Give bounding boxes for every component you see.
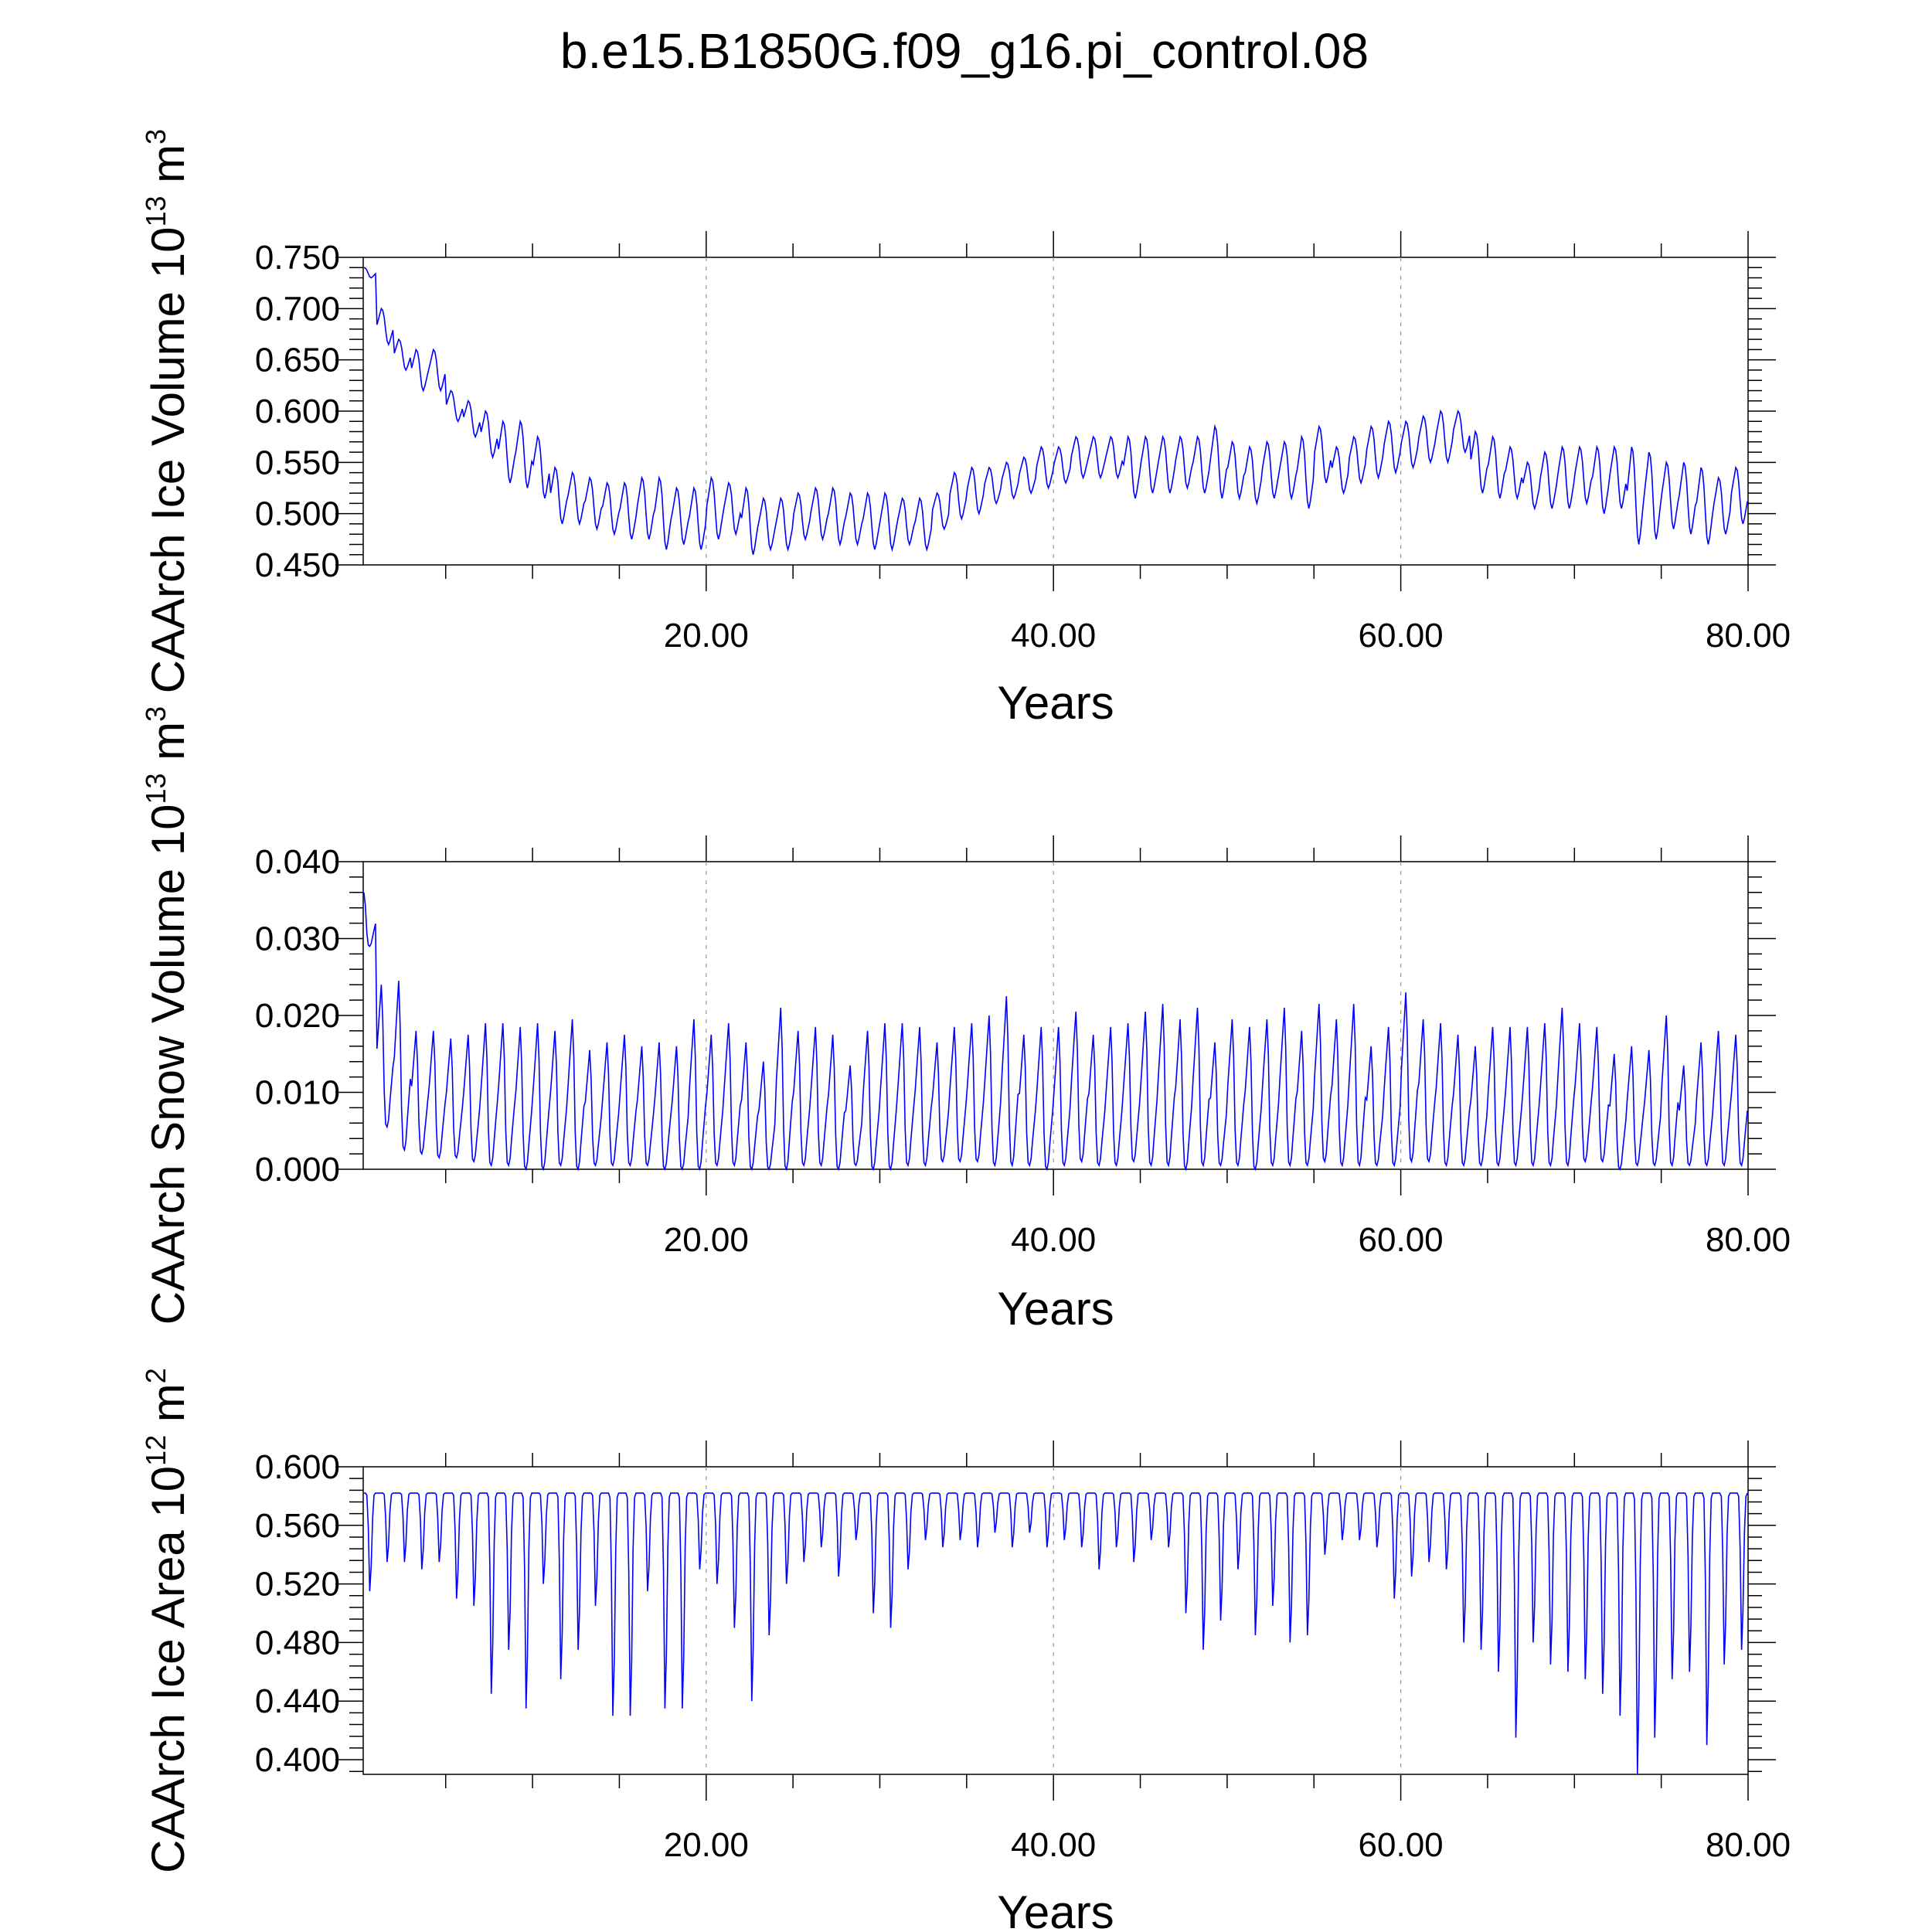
x-tick-label: 80.00 [1706, 1221, 1791, 1259]
y-tick-label: 0.030 [255, 920, 340, 958]
y-tick-label: 0.700 [255, 290, 340, 328]
x-tick-label: 20.00 [664, 617, 749, 655]
x-tick-label: 80.00 [1706, 617, 1791, 655]
plot-frame [362, 861, 1749, 1170]
y-tick-label: 0.600 [255, 393, 340, 430]
x-axis-label: Years [997, 1283, 1114, 1335]
x-tick-label: 40.00 [1011, 1826, 1096, 1864]
y-tick-labels: 0.040 0.030 0.020 0.010 0.000 [255, 843, 340, 1189]
y-tick-label: 0.440 [255, 1682, 340, 1720]
y-tick-label: 0.020 [255, 997, 340, 1035]
y-tick-labels: 0.750 0.700 0.650 0.600 0.550 0.500 0.450 [255, 239, 340, 584]
snow-volume-series-line [363, 892, 1748, 1172]
x-tick-label: 60.00 [1359, 1826, 1444, 1864]
y-tick-label: 0.500 [255, 495, 340, 533]
x-gridlines [706, 1467, 1402, 1774]
plot-frame [362, 257, 1749, 566]
y-axis-label: CAArch Ice Volume 1013 m3 [140, 129, 194, 693]
y-tick-label: 0.520 [255, 1566, 340, 1604]
x-tick-labels: 20.00 40.00 60.00 80.00 [664, 617, 1791, 655]
axis-ticks [335, 231, 1776, 591]
axis-ticks [335, 835, 1776, 1196]
y-tick-label: 0.750 [255, 239, 340, 277]
y-tick-label: 0.450 [255, 546, 340, 584]
x-axis-label: Years [997, 677, 1114, 729]
ice-volume-series-line [363, 267, 1748, 555]
x-tick-label: 20.00 [664, 1826, 749, 1864]
x-tick-labels: 20.00 40.00 60.00 80.00 [664, 1826, 1791, 1864]
x-axis-label: Years [997, 1886, 1114, 1932]
panel-ice-volume: 0.750 0.700 0.650 0.600 0.550 0.500 0.450 20.0… [140, 129, 1791, 729]
y-tick-label: 0.480 [255, 1624, 340, 1662]
ice-area-series-line [363, 1492, 1748, 1775]
y-tick-label: 0.550 [255, 444, 340, 481]
panel-snow-volume: 0.040 0.030 0.020 0.010 0.000 20.00 40.00 60.0… [140, 706, 1791, 1335]
y-tick-label: 0.000 [255, 1151, 340, 1189]
x-tick-label: 60.00 [1359, 617, 1444, 655]
y-tick-label: 0.010 [255, 1074, 340, 1112]
y-axis-label: CAArch Snow Volume 1013 m3 [140, 706, 194, 1325]
x-tick-label: 40.00 [1011, 1221, 1096, 1259]
y-tick-label: 0.560 [255, 1507, 340, 1545]
plot-frame [362, 1466, 1749, 1775]
x-tick-label: 40.00 [1011, 617, 1096, 655]
x-gridlines [706, 862, 1402, 1169]
y-tick-label: 0.650 [255, 342, 340, 379]
x-tick-labels: 20.00 40.00 60.00 80.00 [664, 1221, 1791, 1259]
y-tick-label: 0.400 [255, 1741, 340, 1779]
x-tick-label: 20.00 [664, 1221, 749, 1259]
y-axis-label: CAArch Ice Area 1012 m2 [140, 1368, 194, 1873]
y-tick-labels: 0.600 0.560 0.520 0.480 0.440 0.400 [255, 1448, 340, 1779]
figure-title: b.e15.B1850G.f09_g16.pi_control.08 [560, 23, 1369, 79]
x-tick-label: 60.00 [1359, 1221, 1444, 1259]
panel-ice-area: 0.600 0.560 0.520 0.480 0.440 0.400 20.00 40.0… [140, 1368, 1791, 1932]
x-tick-label: 80.00 [1706, 1826, 1791, 1864]
axis-ticks [335, 1440, 1776, 1801]
y-tick-label: 0.600 [255, 1448, 340, 1486]
y-tick-label: 0.040 [255, 843, 340, 881]
